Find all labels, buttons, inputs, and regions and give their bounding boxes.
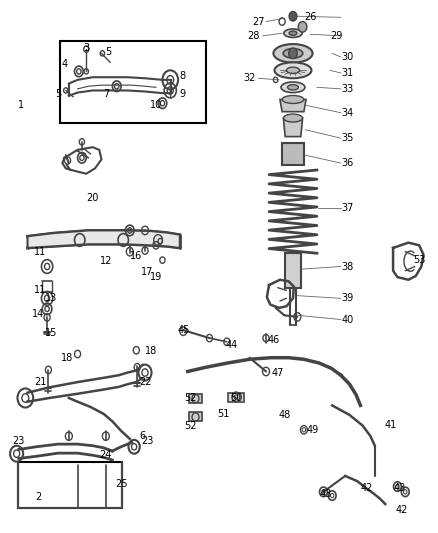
Text: 16: 16 — [130, 251, 142, 261]
Text: 39: 39 — [341, 293, 353, 303]
Text: 49: 49 — [307, 425, 319, 435]
Text: 47: 47 — [272, 368, 284, 377]
Text: 45: 45 — [178, 325, 191, 335]
Polygon shape — [285, 253, 301, 288]
Text: 11: 11 — [35, 247, 47, 257]
Text: 21: 21 — [34, 377, 47, 387]
Text: 11: 11 — [35, 285, 47, 295]
Polygon shape — [28, 230, 180, 248]
Text: 29: 29 — [330, 31, 343, 41]
Text: 1: 1 — [18, 100, 24, 110]
Text: 30: 30 — [341, 52, 353, 62]
Text: 5: 5 — [105, 47, 111, 56]
Text: 36: 36 — [341, 158, 353, 168]
Ellipse shape — [281, 82, 305, 93]
Text: 32: 32 — [243, 73, 256, 83]
Ellipse shape — [282, 95, 304, 103]
Ellipse shape — [289, 31, 297, 35]
Text: 26: 26 — [304, 12, 317, 22]
Circle shape — [289, 48, 297, 59]
Text: 18: 18 — [60, 353, 73, 362]
Ellipse shape — [275, 62, 311, 78]
Ellipse shape — [273, 44, 313, 63]
Text: 22: 22 — [139, 377, 151, 387]
Text: 43: 43 — [319, 489, 332, 499]
Text: 23: 23 — [13, 437, 25, 447]
Text: 50: 50 — [230, 393, 243, 403]
Polygon shape — [283, 118, 303, 136]
Text: 17: 17 — [141, 267, 153, 277]
Bar — [60, 41, 206, 123]
Text: 18: 18 — [145, 346, 158, 357]
Text: 52: 52 — [184, 421, 197, 431]
Text: 42: 42 — [396, 505, 408, 515]
Text: 44: 44 — [226, 340, 238, 350]
Text: 23: 23 — [141, 437, 153, 447]
Text: 5: 5 — [55, 89, 61, 99]
Text: 3: 3 — [83, 43, 89, 53]
Text: 7: 7 — [103, 89, 109, 99]
Polygon shape — [189, 413, 201, 421]
Ellipse shape — [286, 67, 300, 74]
Circle shape — [298, 21, 307, 32]
Text: 25: 25 — [115, 479, 127, 489]
Text: 24: 24 — [100, 450, 112, 460]
Polygon shape — [280, 100, 306, 112]
Text: 35: 35 — [341, 133, 353, 143]
Text: 20: 20 — [87, 192, 99, 203]
Text: 4: 4 — [61, 59, 67, 69]
Text: 9: 9 — [179, 89, 185, 99]
Text: 31: 31 — [341, 68, 353, 78]
Ellipse shape — [283, 114, 303, 122]
Circle shape — [289, 12, 297, 21]
Text: 53: 53 — [413, 255, 425, 265]
Text: 51: 51 — [217, 409, 230, 419]
Text: 40: 40 — [341, 314, 353, 325]
Text: 14: 14 — [32, 309, 45, 319]
Text: 27: 27 — [252, 17, 265, 27]
Text: 34: 34 — [341, 108, 353, 118]
Text: 15: 15 — [45, 328, 58, 338]
Text: 10: 10 — [150, 100, 162, 110]
Polygon shape — [282, 143, 304, 165]
Text: 33: 33 — [341, 84, 353, 94]
Text: 8: 8 — [179, 70, 185, 80]
Text: 42: 42 — [361, 483, 373, 493]
Text: 38: 38 — [341, 262, 353, 271]
Polygon shape — [189, 394, 201, 403]
Text: 13: 13 — [45, 293, 57, 303]
Text: 28: 28 — [247, 31, 260, 41]
Text: 43: 43 — [393, 483, 406, 493]
Text: 52: 52 — [184, 393, 197, 403]
Text: 12: 12 — [100, 256, 112, 266]
Text: 46: 46 — [267, 335, 279, 345]
Bar — [18, 462, 122, 508]
Ellipse shape — [284, 29, 302, 37]
Text: 6: 6 — [140, 431, 146, 441]
Text: 41: 41 — [385, 419, 397, 430]
Text: 37: 37 — [341, 203, 353, 213]
Text: 48: 48 — [278, 410, 290, 420]
Text: 19: 19 — [150, 272, 162, 282]
Polygon shape — [228, 393, 244, 402]
Text: 2: 2 — [35, 492, 42, 502]
Ellipse shape — [288, 85, 298, 90]
Ellipse shape — [283, 49, 303, 58]
